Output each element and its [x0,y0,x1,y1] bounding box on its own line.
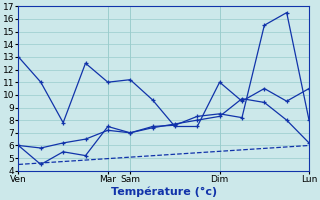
X-axis label: Température (°c): Température (°c) [111,187,217,197]
